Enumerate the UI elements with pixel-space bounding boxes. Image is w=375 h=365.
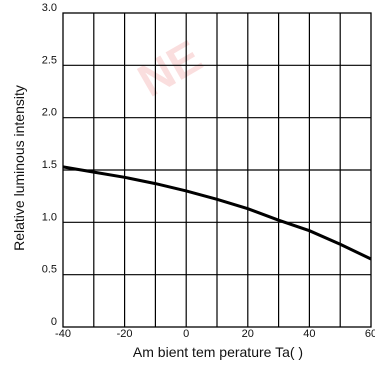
series-line: [62, 165, 372, 261]
y-tick-label: 1.0: [42, 211, 57, 223]
y-tick-label: 1.5: [42, 159, 57, 171]
x-tick-label: 60: [365, 328, 375, 340]
y-tick-label: 2.0: [42, 107, 57, 119]
x-tick-label: 20: [242, 328, 254, 340]
y-tick-label: 2.5: [42, 54, 57, 66]
grid: [63, 13, 371, 327]
x-tick-labels: -40 -20 0 20 40 60: [55, 328, 375, 340]
y-axis-label: Relative luminous intensity: [11, 85, 27, 251]
x-tick-label: 40: [303, 328, 315, 340]
x-axis-label: Am bient tem perature Ta( ): [133, 344, 303, 360]
y-tick-labels: 0 0.5 1.0 1.5 2.0 2.5 3.0: [42, 2, 57, 328]
y-tick-label: 0: [51, 316, 57, 328]
plot-frame: [62, 12, 372, 328]
y-tick-label: 0.5: [42, 264, 57, 276]
watermark-text: NE: [129, 30, 210, 107]
x-tick-label: 0: [183, 328, 189, 340]
x-tick-label: -20: [117, 328, 133, 340]
y-tick-label: 3.0: [42, 2, 57, 14]
x-tick-label: -40: [55, 328, 71, 340]
